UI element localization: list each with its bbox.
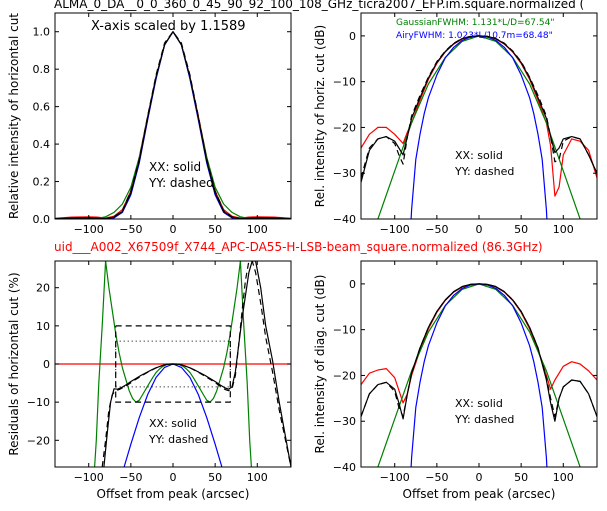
fit-legend-blue: AiryFWHM: 1.023*L/10.7m=68.48" xyxy=(396,31,553,41)
y-tick-label: 0 xyxy=(349,278,356,291)
x-tick-label: −50 xyxy=(425,471,448,484)
x-axis-label: Offset from peak (arcsec) xyxy=(403,487,556,501)
figure-top-title: ALMA_0_DA__0_0_360_0_45_90_92_100_108_GH… xyxy=(54,0,585,11)
series-line-black-dashed xyxy=(55,31,291,219)
plot-frame xyxy=(360,12,598,220)
y-tick-label: 0.0 xyxy=(33,213,51,226)
x-tick-label: 50 xyxy=(208,471,222,484)
plot-frame xyxy=(360,260,598,468)
x-tick-label: −100 xyxy=(74,471,104,484)
series-line-blue-solid xyxy=(55,31,291,219)
x-tick-label: 50 xyxy=(514,471,528,484)
series-group xyxy=(361,35,597,219)
chart-panel-tl: −100 −50 0 50 100 0.0 0.2 0.4 0.6 0.8 1.0 Relative … xyxy=(7,12,292,236)
y-tick-label: 0 xyxy=(349,30,356,43)
series-group xyxy=(361,283,597,467)
series-line-blue-solid xyxy=(410,35,548,219)
y-tick-label: −20 xyxy=(333,369,356,382)
scale-annotation: X-axis scaled by 1.1589 xyxy=(91,19,246,34)
polarization-legend-line: XX: solid xyxy=(455,149,503,162)
y-tick-label: 10 xyxy=(36,320,50,333)
polarization-legend-line: XX: solid xyxy=(455,397,503,410)
y-tick-label: 0.2 xyxy=(33,176,51,189)
x-tick-label: −100 xyxy=(380,223,410,236)
y-tick-label: −40 xyxy=(333,213,356,226)
polarization-legend-line: XX: solid xyxy=(149,160,201,174)
x-tick-label: −50 xyxy=(119,223,142,236)
series-line-blue-solid xyxy=(410,283,548,467)
series-line-red-solid xyxy=(55,31,291,219)
y-tick-label: −20 xyxy=(27,434,50,447)
polarization-legend-line: YY: dashed xyxy=(454,413,514,426)
y-tick-label: −10 xyxy=(333,324,356,337)
y-tick-label: −30 xyxy=(333,167,356,180)
series-group xyxy=(55,31,291,219)
x-tick-label: 50 xyxy=(514,223,528,236)
series-group xyxy=(55,261,291,467)
x-tick-label: 0 xyxy=(476,471,483,484)
series-line-green-solid xyxy=(55,31,291,219)
y-tick-label: 20 xyxy=(36,282,50,295)
y-tick-label: −30 xyxy=(333,415,356,428)
y-tick-label: 0.6 xyxy=(33,101,51,114)
y-tick-label: 0 xyxy=(43,358,50,371)
x-tick-label: 0 xyxy=(476,223,483,236)
series-line-black-dashed xyxy=(361,283,597,418)
x-axis-label: Offset from peak (arcsec) xyxy=(97,487,250,501)
x-tick-label: 100 xyxy=(247,471,268,484)
x-tick-label: 0 xyxy=(170,223,177,236)
y-tick-label: −20 xyxy=(333,121,356,134)
x-tick-label: 100 xyxy=(553,471,574,484)
y-axis-label: Residuals of horizontal cut (%) xyxy=(7,272,21,455)
y-axis-label: Relative intensity of horizontal cut xyxy=(7,13,21,219)
x-tick-label: 100 xyxy=(553,223,574,236)
y-axis-label: Rel. intensity of diag. cut (dB) xyxy=(313,275,327,454)
y-tick-label: 0.8 xyxy=(33,63,51,76)
y-tick-label: 1.0 xyxy=(33,26,51,39)
polarization-legend-line: YY: dashed xyxy=(148,176,214,190)
x-tick-label: 50 xyxy=(208,223,222,236)
y-tick-label: −40 xyxy=(333,461,356,474)
series-line-blue-solid xyxy=(123,363,223,467)
series-line-red-solid xyxy=(361,283,597,404)
y-tick-label: 0.4 xyxy=(33,138,51,151)
polarization-legend-line: YY: dashed xyxy=(148,433,208,446)
series-line-black-dashed xyxy=(101,261,291,467)
polarization-legend-line: XX: solid xyxy=(149,417,197,430)
series-line-black-dashed xyxy=(115,325,231,403)
x-tick-label: −50 xyxy=(119,471,142,484)
figure-bottom-title: uid___A002_X67509f_X744_APC-DA55-H-LSB-b… xyxy=(54,240,543,254)
x-tick-label: 0 xyxy=(170,471,177,484)
x-tick-label: −100 xyxy=(74,223,104,236)
fit-legend-green: GaussianFWHM: 1.131*L/D=67.54" xyxy=(396,18,554,28)
polarization-legend-line: YY: dashed xyxy=(454,165,514,178)
x-tick-label: −100 xyxy=(380,471,410,484)
series-line-black-dashed xyxy=(361,35,597,178)
series-line-black-solid xyxy=(55,31,291,219)
x-tick-label: −50 xyxy=(425,223,448,236)
y-tick-label: −10 xyxy=(27,396,50,409)
series-line-black-solid xyxy=(103,261,291,467)
y-axis-label: Rel. intensity of horiz. cut (dB) xyxy=(313,25,327,207)
y-tick-label: −10 xyxy=(333,76,356,89)
x-tick-label: 100 xyxy=(247,223,268,236)
